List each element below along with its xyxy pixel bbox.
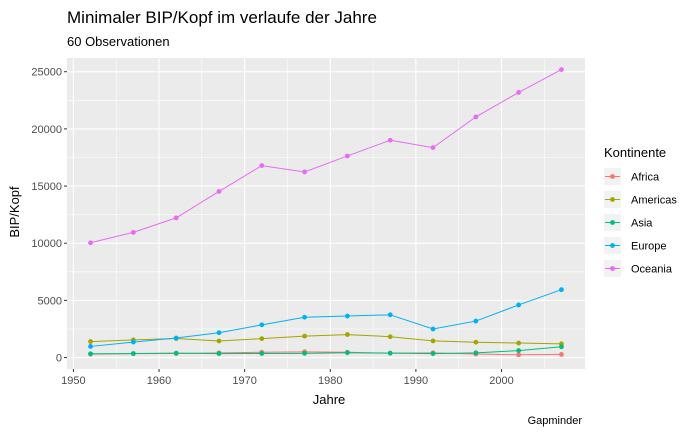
data-point-europe	[88, 344, 93, 349]
legend-key-point-africa	[610, 174, 615, 179]
series-asia	[88, 344, 564, 357]
data-point-asia	[216, 351, 222, 356]
series-europe	[88, 287, 564, 349]
data-point-asia	[88, 351, 93, 357]
legend-label-europe: Europe	[631, 241, 666, 253]
legend-key-point-oceania	[610, 266, 615, 271]
major-gridlines	[67, 58, 585, 369]
plot-panel	[67, 58, 585, 369]
series-line-oceania	[90, 69, 562, 244]
y-axis: 0 5000 10000 15000 20000 25000	[31, 67, 67, 365]
y-tick-label: 20000	[31, 124, 62, 136]
data-point-asia	[387, 350, 393, 356]
data-point-americas	[345, 332, 350, 337]
legend-key-point-europe	[610, 243, 615, 248]
data-point-oceania	[387, 137, 393, 143]
x-tick-label: 1970	[232, 375, 256, 387]
data-point-americas	[302, 333, 307, 339]
data-point-europe	[559, 287, 564, 293]
x-axis-title: Jahre	[313, 392, 346, 407]
legend-label-oceania: Oceania	[631, 264, 673, 276]
data-point-asia	[559, 344, 564, 350]
series-line-europe	[90, 289, 562, 347]
legend-title: Kontinente	[604, 145, 666, 160]
data-point-europe	[302, 314, 307, 320]
data-point-asia	[259, 351, 265, 356]
data-point-asia	[516, 348, 522, 353]
legend-item-africa: Africa	[604, 168, 660, 185]
y-tick-label: 5000	[38, 295, 62, 307]
x-tick-label: 1960	[147, 375, 171, 387]
x-tick-label: 2000	[489, 375, 513, 387]
data-point-oceania	[216, 189, 222, 194]
data-point-asia	[473, 350, 479, 356]
legend-item-europe: Europe	[604, 237, 666, 254]
data-point-europe	[130, 339, 136, 345]
data-point-asia	[430, 351, 436, 356]
y-tick-label: 0	[56, 353, 62, 365]
data-point-asia	[130, 351, 136, 356]
data-point-americas	[216, 338, 222, 344]
data-point-oceania	[559, 67, 564, 73]
x-axis: 1950 1960 1970 1980 1990 2000	[61, 369, 514, 387]
data-point-oceania	[345, 153, 350, 159]
data-point-europe	[259, 322, 265, 328]
legend: Kontinente Africa Americas Asia Europe Ocean…	[604, 145, 677, 277]
y-tick-label: 25000	[31, 67, 62, 79]
legend-key-point-asia	[610, 220, 615, 225]
series-line-asia	[90, 346, 562, 355]
data-point-oceania	[259, 163, 265, 169]
data-point-europe	[387, 312, 393, 318]
legend-item-oceania: Oceania	[604, 260, 673, 277]
legend-label-americas: Americas	[631, 195, 677, 207]
data-point-europe	[430, 326, 436, 332]
data-point-americas	[473, 339, 479, 345]
data-point-europe	[473, 318, 479, 324]
caption: Gapminder	[528, 415, 583, 427]
data-point-oceania	[173, 215, 179, 221]
minor-gridlines	[67, 58, 585, 369]
data-point-oceania	[302, 169, 307, 175]
data-point-americas	[259, 336, 265, 342]
data-point-europe	[216, 330, 222, 336]
data-point-oceania	[430, 145, 436, 151]
data-point-europe	[516, 302, 522, 308]
x-tick-label: 1990	[404, 375, 428, 387]
chart-subtitle: 60 Observationen	[67, 34, 170, 49]
data-point-africa	[559, 351, 564, 357]
data-point-americas	[430, 338, 436, 344]
data-point-asia	[173, 350, 179, 356]
data-point-oceania	[88, 240, 93, 246]
y-axis-title: BIP/Kopf	[7, 186, 22, 238]
data-point-oceania	[130, 229, 136, 235]
data-point-africa	[516, 352, 522, 358]
legend-label-africa: Africa	[631, 172, 660, 184]
legend-item-asia: Asia	[604, 214, 653, 231]
data-point-americas	[387, 334, 393, 340]
data-point-asia	[345, 350, 350, 356]
data-point-europe	[345, 313, 350, 319]
series-layer	[88, 67, 564, 358]
data-point-americas	[88, 339, 93, 344]
y-tick-label: 15000	[31, 181, 62, 193]
data-point-oceania	[516, 90, 522, 95]
x-tick-label: 1950	[61, 375, 85, 387]
series-oceania	[88, 67, 564, 246]
data-point-europe	[173, 335, 179, 341]
data-point-americas	[516, 340, 522, 346]
y-tick-label: 10000	[31, 238, 62, 250]
legend-label-asia: Asia	[631, 218, 653, 230]
legend-key-point-americas	[610, 197, 615, 202]
data-point-asia	[302, 350, 307, 356]
x-tick-label: 1980	[318, 375, 342, 387]
legend-item-americas: Americas	[604, 191, 677, 208]
data-point-oceania	[473, 114, 479, 120]
chart-title: Minimaler BIP/Kopf im verlaufe der Jahre	[67, 8, 377, 27]
